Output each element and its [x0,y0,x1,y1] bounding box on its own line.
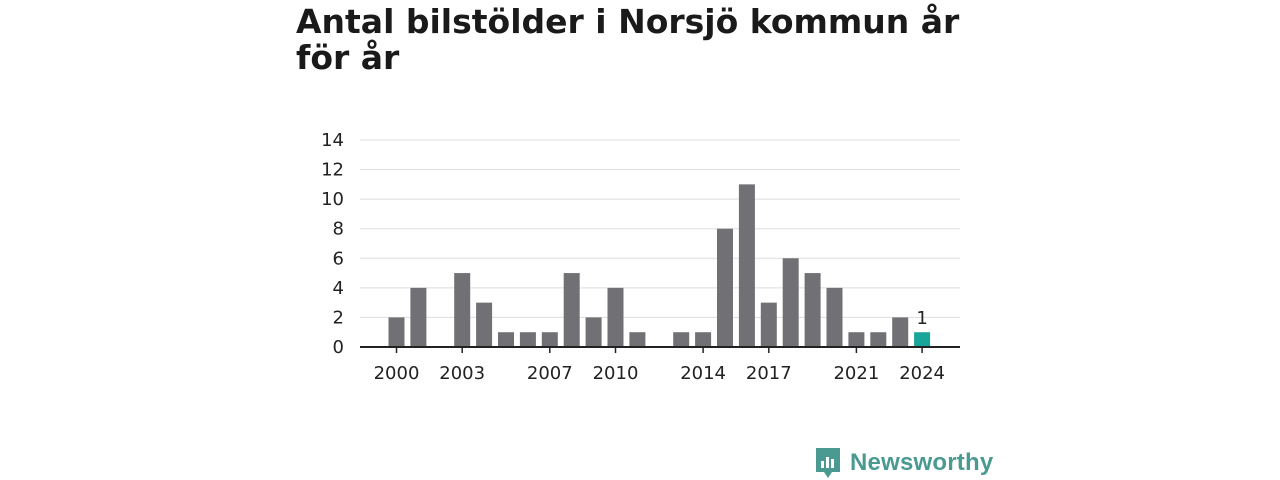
bar [454,273,471,347]
y-tick-label: 14 [321,130,344,151]
bar [476,302,493,347]
y-tick-label: 0 [333,337,344,358]
bar [717,228,733,347]
newsworthy-logo-icon [816,448,840,478]
y-tick-label: 2 [333,307,344,328]
data-labels: 1 [916,308,927,329]
x-ticks: 2000 2003 2007 2010 2014 2017 2021 2024 [374,347,945,384]
bar [848,332,865,347]
bar [782,258,799,347]
x-tick-label: 2014 [680,363,726,384]
bar [563,273,580,347]
bar [519,332,536,347]
gridlines [360,139,960,318]
bar [541,332,558,347]
bar [804,273,821,347]
x-tick-label: 2010 [593,363,639,384]
bar [826,287,843,347]
bar [892,317,909,347]
chart-title: Antal bilstölder i Norsjö kommun år för … [296,2,960,77]
y-tick-label: 4 [333,278,344,299]
y-tick-label: 6 [333,248,344,269]
bar [870,332,887,347]
bar [760,302,777,347]
brand-name: Newsworthy [850,449,994,476]
x-tick-label: 2007 [527,363,573,384]
bar [585,317,602,347]
y-tick-label: 8 [333,219,344,240]
bar [914,332,931,347]
bar [695,332,712,347]
x-tick-label: 2017 [746,363,792,384]
bar [738,184,755,347]
bar [673,332,690,347]
x-tick-label: 2021 [833,363,879,384]
bar [498,332,514,347]
x-tick-label: 2003 [439,363,485,384]
data-label: 1 [916,308,927,329]
x-tick-label: 2024 [899,363,945,384]
bar [629,332,646,347]
x-tick-label: 2000 [374,363,420,384]
bar [607,287,624,347]
y-tick-labels: 0 2 4 6 8 10 12 14 [321,130,344,358]
y-tick-label: 10 [321,189,344,210]
bar [410,287,427,347]
bar [388,317,405,347]
brand-logo: Newsworthy [814,446,993,480]
y-tick-label: 12 [321,160,344,181]
bars [388,184,931,347]
